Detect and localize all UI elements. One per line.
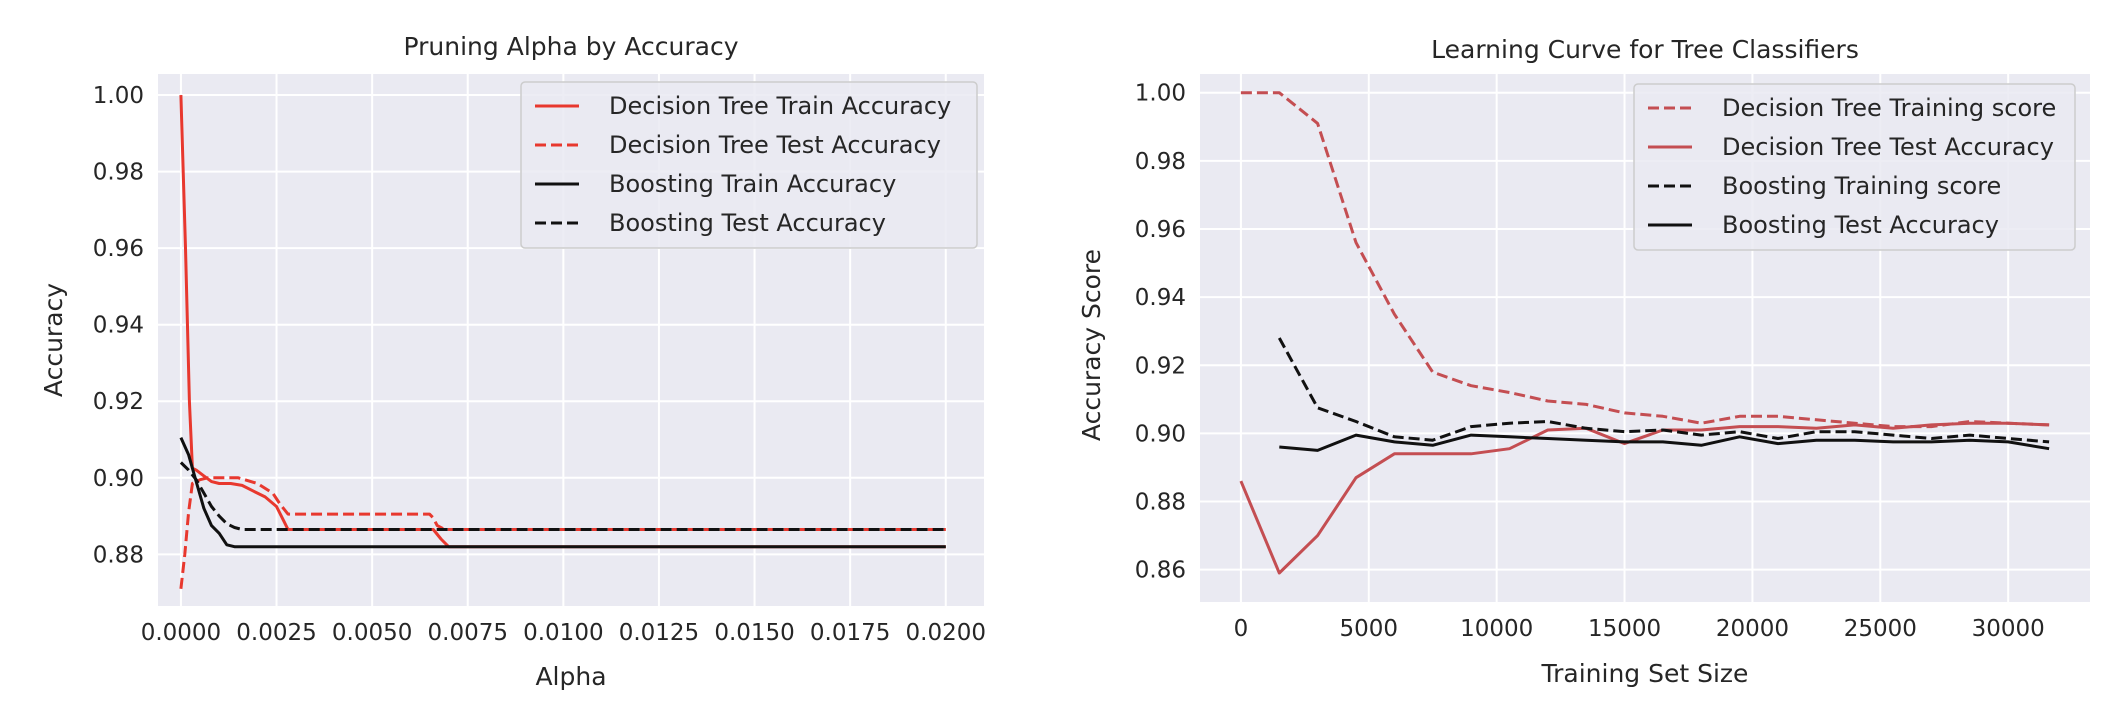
x-tick-label: 0 bbox=[1234, 616, 1249, 642]
x-tick-label: 0.0025 bbox=[236, 620, 316, 646]
series-line-3 bbox=[179, 461, 946, 531]
series-line-1 bbox=[1239, 421, 2050, 575]
x-tick-label: 30000 bbox=[1972, 616, 2045, 642]
x-tick-label: 10000 bbox=[1460, 616, 1533, 642]
x-tick-labels: 0 5000 10000 15000 20000 25000 30000 bbox=[1234, 616, 2045, 642]
x-tick-label: 0.0175 bbox=[810, 620, 890, 646]
x-tick-label: 0.0125 bbox=[619, 620, 699, 646]
legend-box bbox=[1633, 83, 2076, 251]
chart-pruning-alpha: 0.0000 0.0025 0.0050 0.0075 0.0100 0.0125 0.01… bbox=[39, 32, 986, 691]
y-tick-label: 0.96 bbox=[1135, 217, 1186, 243]
series-group bbox=[1239, 91, 2050, 575]
legend: Decision Tree Train Accuracy Decision Tre… bbox=[520, 81, 978, 249]
y-tick-label: 1.00 bbox=[1135, 81, 1186, 107]
legend: Decision Tree Training score Decision Tre… bbox=[1633, 83, 2076, 251]
chart-title: Learning Curve for Tree Classifiers bbox=[1431, 35, 1859, 64]
y-tick-labels: 0.86 0.88 0.90 0.92 0.94 0.96 0.98 1.00 bbox=[1135, 81, 1186, 584]
y-tick-label: 0.98 bbox=[1135, 149, 1186, 175]
y-tick-label: 0.94 bbox=[1135, 285, 1186, 311]
series-line-0 bbox=[179, 95, 946, 549]
legend-label-2: Boosting Train Accuracy bbox=[609, 170, 896, 198]
x-axis-label: Training Set Size bbox=[1541, 659, 1749, 688]
y-tick-label: 0.96 bbox=[93, 236, 144, 262]
legend-label-3: Boosting Test Accuracy bbox=[1722, 211, 1999, 239]
x-tick-label: 0.0100 bbox=[523, 620, 603, 646]
y-tick-label: 0.88 bbox=[93, 542, 144, 568]
x-tick-label: 0.0000 bbox=[141, 620, 221, 646]
x-tick-label: 5000 bbox=[1340, 616, 1399, 642]
y-tick-labels: 0.88 0.90 0.92 0.94 0.96 0.98 1.00 bbox=[93, 83, 144, 568]
x-tick-label: 0.0150 bbox=[714, 620, 794, 646]
x-tick-label: 20000 bbox=[1716, 616, 1789, 642]
legend-label-0: Decision Tree Training score bbox=[1722, 94, 2056, 122]
y-tick-label: 0.86 bbox=[1135, 558, 1186, 584]
x-tick-labels: 0.0000 0.0025 0.0050 0.0075 0.0100 0.0125 0.01… bbox=[141, 620, 986, 646]
y-axis-label: Accuracy bbox=[39, 283, 68, 397]
legend-label-1: Decision Tree Test Accuracy bbox=[1722, 133, 2054, 161]
y-axis-label: Accuracy Score bbox=[1077, 249, 1106, 441]
legend-box bbox=[520, 81, 978, 249]
series-line-2 bbox=[179, 436, 946, 549]
chart-title: Pruning Alpha by Accuracy bbox=[404, 32, 739, 61]
y-tick-label: 0.92 bbox=[1135, 353, 1186, 379]
series-line-2 bbox=[1277, 337, 2050, 444]
y-tick-label: 0.92 bbox=[93, 389, 144, 415]
legend-label-1: Decision Tree Test Accuracy bbox=[609, 131, 941, 159]
x-tick-label: 0.0050 bbox=[332, 620, 412, 646]
chart-learning-curve: 0 5000 10000 15000 20000 25000 30000 0.860.880… bbox=[1077, 35, 2090, 688]
series-group bbox=[179, 95, 946, 589]
series-line-3 bbox=[1279, 433, 2050, 452]
legend-label-3: Boosting Test Accuracy bbox=[609, 209, 886, 237]
y-tick-label: 0.90 bbox=[1135, 421, 1186, 447]
legend-label-0: Decision Tree Train Accuracy bbox=[609, 92, 951, 120]
y-tick-label: 0.94 bbox=[93, 313, 144, 339]
y-tick-label: 0.98 bbox=[93, 160, 144, 186]
y-tick-label: 1.00 bbox=[93, 83, 144, 109]
x-tick-label: 15000 bbox=[1588, 616, 1661, 642]
x-tick-label: 0.0200 bbox=[906, 620, 986, 646]
legend-label-2: Boosting Training score bbox=[1722, 172, 2001, 200]
x-tick-label: 0.0075 bbox=[428, 620, 508, 646]
x-tick-label: 25000 bbox=[1844, 616, 1917, 642]
y-tick-label: 0.88 bbox=[1135, 490, 1186, 516]
x-axis-label: Alpha bbox=[535, 662, 606, 691]
y-tick-label: 0.90 bbox=[93, 466, 144, 492]
